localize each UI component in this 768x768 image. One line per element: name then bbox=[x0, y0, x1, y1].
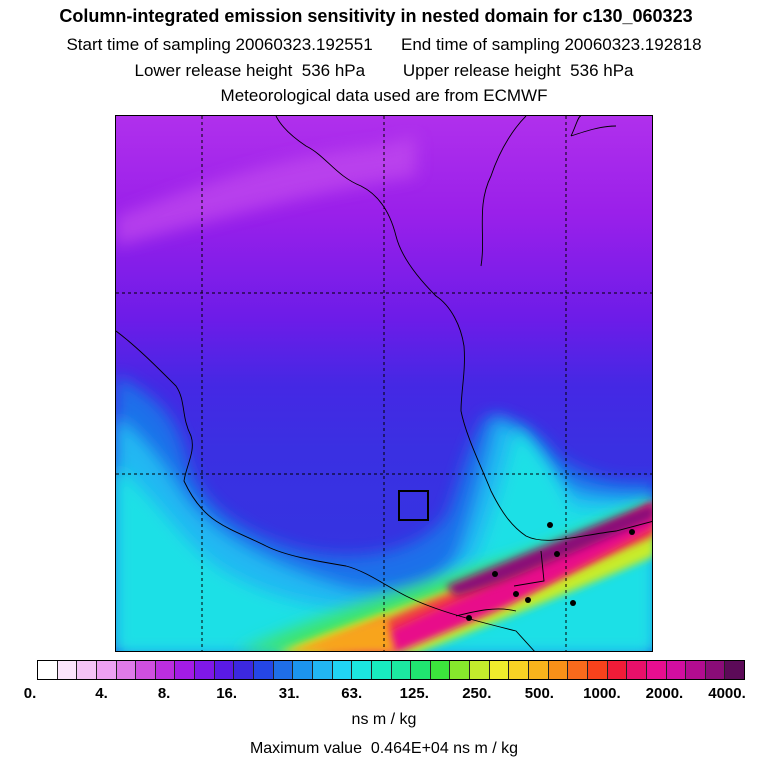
colorbar-cell bbox=[38, 661, 58, 679]
colorbar-tick-label: 31. bbox=[278, 685, 300, 702]
city-markers bbox=[466, 522, 635, 621]
colorbar-cell bbox=[273, 661, 294, 679]
colorbar-cell bbox=[332, 661, 353, 679]
colorbar-cell bbox=[254, 661, 274, 679]
red-band bbox=[319, 502, 652, 651]
colorbar-tick-label: 125. bbox=[399, 685, 429, 702]
colorbar-cell bbox=[450, 661, 471, 679]
colorbar-cell bbox=[470, 661, 490, 679]
colorbar-cell bbox=[155, 661, 176, 679]
map-title: Column-integrated emission sensitivity i… bbox=[59, 6, 693, 26]
colorbar-cell bbox=[234, 661, 255, 679]
colorbar-cell bbox=[587, 661, 608, 679]
colorbar-cell bbox=[705, 661, 726, 679]
colorbar-tick-label: 4. bbox=[95, 685, 108, 702]
yellow-band bbox=[281, 514, 652, 651]
colorbar-cell bbox=[371, 661, 392, 679]
colorbar-tick-label: 2000. bbox=[645, 685, 684, 702]
colorbar-cell bbox=[509, 661, 530, 679]
colorbar-cell bbox=[607, 661, 628, 679]
colorbar-cell bbox=[430, 661, 451, 679]
colorbar-cell bbox=[57, 661, 78, 679]
colorbar-cell bbox=[548, 661, 569, 679]
colorbar-cell bbox=[312, 661, 333, 679]
colorbar-tick-label: 8. bbox=[157, 685, 171, 702]
orange-patch bbox=[290, 616, 396, 651]
colorbar-cell bbox=[96, 661, 117, 679]
coastline bbox=[116, 116, 652, 651]
sampling-time-line: Start time of sampling 20060323.192551 E… bbox=[66, 35, 702, 54]
colorbar-cell bbox=[666, 661, 687, 679]
maximum-value: Maximum value 0.464E+04 ns m / kg bbox=[249, 740, 519, 757]
receptor-box bbox=[398, 490, 429, 521]
green-band bbox=[240, 501, 652, 651]
colorbar-cell bbox=[686, 661, 706, 679]
release-height-line: Lower release height 536 hPa Upper relea… bbox=[134, 61, 634, 80]
upper-streak bbox=[116, 136, 416, 246]
colorbar-cell bbox=[489, 661, 510, 679]
sensitivity-map bbox=[115, 115, 653, 652]
colorbar-tick-label: 250. bbox=[462, 685, 492, 702]
colorbar-cell bbox=[116, 661, 137, 679]
colorbar-tick-label: 1000. bbox=[583, 685, 621, 702]
colorbar-tick-label: 500. bbox=[524, 685, 554, 702]
colorbar-cell bbox=[568, 661, 588, 679]
colorbar-cell bbox=[646, 661, 667, 679]
colorbar-cell bbox=[175, 661, 196, 679]
colorbar-tick-label: 4000. bbox=[708, 685, 746, 702]
met-data-line: Meteorological data used are from ECMWF bbox=[220, 86, 548, 105]
colorbar-tick-labels: 0. 4. 8. 16. 31. 63. 125. 250. 500. 1000. 2000. 400… bbox=[0, 685, 768, 707]
colorbar-cell bbox=[411, 661, 431, 679]
colorbar-cell bbox=[529, 661, 549, 679]
colorbar-cell bbox=[77, 661, 97, 679]
colorbar-cell bbox=[136, 661, 156, 679]
colorbar-cell bbox=[352, 661, 372, 679]
colorbar-tick-label: 63. bbox=[341, 685, 363, 702]
colorbar-cell bbox=[391, 661, 412, 679]
colorbar bbox=[37, 660, 745, 680]
colorbar-units: ns m / kg bbox=[351, 711, 417, 728]
map-field bbox=[116, 116, 652, 651]
colorbar-tick-label: 16. bbox=[216, 685, 238, 702]
colorbar-cell bbox=[214, 661, 235, 679]
colorbar-cell bbox=[195, 661, 215, 679]
colorbar-cell bbox=[725, 661, 745, 679]
colorbar-cell bbox=[627, 661, 647, 679]
colorbar-cell bbox=[293, 661, 313, 679]
colorbar-tick-label: 0. bbox=[23, 685, 37, 702]
